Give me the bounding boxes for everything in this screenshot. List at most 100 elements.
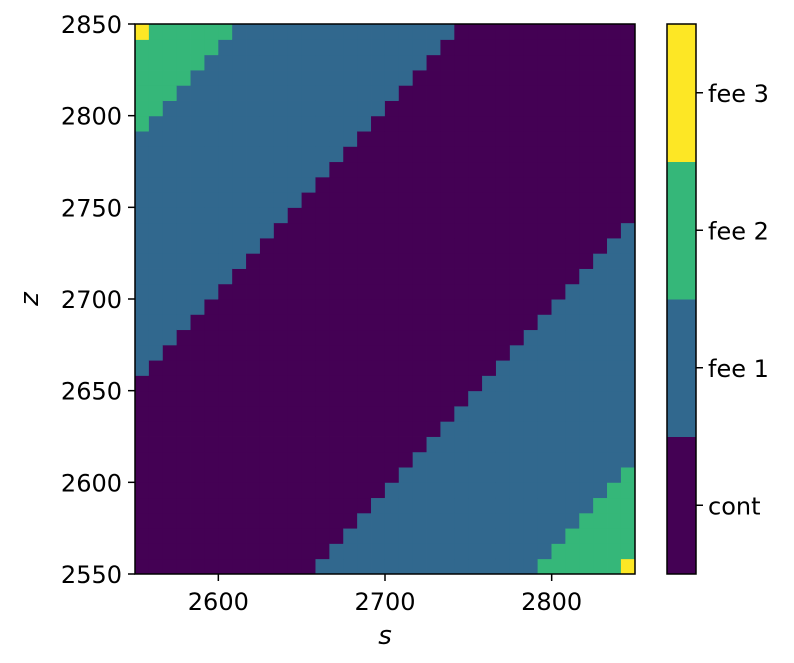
heatmap-cell (135, 176, 150, 193)
x-tick-label: 2600 (188, 588, 249, 616)
heatmap-cell (246, 85, 261, 101)
heatmap-cell (232, 406, 247, 422)
heatmap-cell (495, 192, 511, 208)
heatmap-cell (315, 528, 330, 544)
heatmap-cell (523, 268, 539, 285)
heatmap-cell (412, 344, 427, 361)
heatmap-cell (593, 451, 608, 468)
heatmap-cell (537, 238, 552, 254)
heatmap-cell (190, 115, 205, 132)
heatmap-cell (593, 238, 608, 254)
heatmap-cell (620, 222, 636, 239)
heatmap-cell (495, 283, 511, 300)
heatmap-cell (579, 467, 594, 483)
heatmap-cell (412, 314, 427, 331)
heatmap-cell (468, 176, 483, 193)
heatmap-cell (551, 176, 566, 193)
heatmap-cell (579, 329, 594, 346)
heatmap-cell (301, 283, 316, 300)
heatmap-cell (565, 115, 580, 132)
heatmap-cell (454, 436, 469, 453)
heatmap-cell (232, 390, 247, 407)
heatmap-cell (579, 146, 594, 163)
heatmap-cell (371, 512, 386, 529)
heatmap-cell (482, 283, 497, 300)
heatmap-cell (454, 467, 469, 483)
heatmap-cell (204, 436, 219, 453)
heatmap-cell (607, 100, 622, 117)
heatmap-cell (329, 115, 344, 132)
heatmap-cell (162, 314, 178, 331)
heatmap-cell (148, 482, 164, 499)
heatmap-cell (398, 390, 414, 407)
heatmap-cell (384, 344, 400, 361)
heatmap-cell (579, 161, 594, 178)
heatmap-cell (620, 543, 636, 560)
heatmap-cell (565, 176, 580, 193)
y-tick-label: 2650 (61, 378, 122, 406)
heatmap-cell (482, 436, 497, 453)
heatmap-cell (620, 482, 636, 499)
heatmap-cell (176, 528, 191, 544)
heatmap-cell (315, 192, 330, 208)
heatmap-cell (162, 436, 178, 453)
heatmap-cell (148, 268, 164, 285)
heatmap-cell (579, 421, 594, 437)
heatmap-cell (454, 314, 469, 331)
heatmap-cell (607, 436, 622, 453)
heatmap-cell (468, 558, 483, 575)
heatmap-cell (551, 436, 566, 453)
heatmap-cell (343, 406, 358, 422)
heatmap-cell (620, 268, 636, 285)
heatmap-cell (593, 207, 608, 224)
heatmap-cell (579, 528, 594, 544)
heatmap-cell (454, 115, 469, 132)
heatmap-cell (620, 24, 636, 40)
heatmap-cell (426, 467, 441, 483)
heatmap-cell (537, 558, 552, 575)
heatmap-cell (371, 54, 386, 71)
heatmap-cell (259, 436, 275, 453)
heatmap-cell (259, 344, 275, 361)
heatmap-cell (537, 207, 552, 224)
heatmap-cell (509, 54, 525, 71)
heatmap-cell (398, 497, 414, 514)
heatmap-cell (620, 54, 636, 71)
heatmap-cell (607, 512, 622, 529)
heatmap-cell (162, 207, 178, 224)
heatmap-cell (315, 85, 330, 101)
heatmap-cell (162, 467, 178, 483)
heatmap-cell (551, 131, 566, 147)
heatmap-cell (329, 146, 344, 163)
heatmap-cell (259, 115, 275, 132)
heatmap-cell (398, 222, 414, 239)
heatmap-cell (246, 115, 261, 132)
heatmap-cell (343, 146, 358, 163)
heatmap-cell (495, 329, 511, 346)
heatmap-cell (273, 54, 289, 71)
heatmap-cell (162, 482, 178, 499)
heatmap-cell (204, 39, 219, 56)
heatmap-cell (593, 344, 608, 361)
heatmap-cell (204, 467, 219, 483)
heatmap-cell (301, 360, 316, 376)
heatmap-cell (371, 176, 386, 193)
heatmap-cell (454, 54, 469, 71)
heatmap-cell (176, 268, 191, 285)
heatmap-cell (468, 329, 483, 346)
heatmap-cell (148, 512, 164, 529)
heatmap-cell (565, 344, 580, 361)
heatmap-cell (509, 528, 525, 544)
heatmap-cell (315, 253, 330, 269)
heatmap-cell (301, 268, 316, 285)
x-axis: 2600 2700 2800 (188, 574, 582, 616)
heatmap-cell (176, 360, 191, 376)
heatmap-cell (135, 207, 150, 224)
heatmap-cell (135, 467, 150, 483)
heatmap-cell (426, 406, 441, 422)
heatmap-cell (384, 70, 400, 86)
heatmap-cell (551, 390, 566, 407)
heatmap-cell (273, 176, 289, 193)
heatmap-cell (329, 528, 344, 544)
heatmap-cell (398, 283, 414, 300)
